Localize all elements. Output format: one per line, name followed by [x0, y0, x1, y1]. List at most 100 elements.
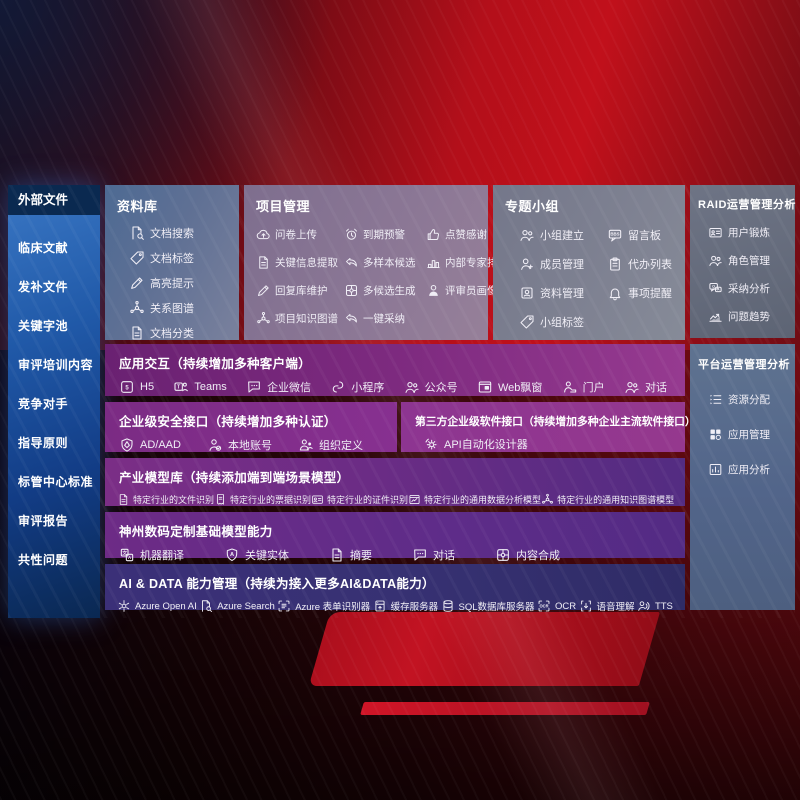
client-item[interactable]: 企业微信: [246, 379, 311, 395]
id-card-icon: [708, 225, 723, 240]
feature-item[interactable]: 回复库维护: [256, 283, 344, 298]
feature-item[interactable]: 小组标签: [519, 314, 607, 330]
panel-title: 平台运营管理分析: [698, 359, 790, 371]
sidebar-item[interactable]: 审评培训内容: [18, 356, 96, 373]
model-item[interactable]: 特定行业的证件识别: [311, 493, 408, 506]
auth-item[interactable]: 本地账号: [207, 437, 272, 453]
ad-shield-icon: [119, 437, 135, 453]
integration-item[interactable]: API自动化设计器: [423, 436, 528, 452]
todo-clipboard-icon: [607, 256, 623, 272]
service-item[interactable]: Azure Open AI: [117, 599, 197, 613]
feature-label: 评审员画像: [445, 285, 498, 297]
reply-arrow-icon: [344, 255, 359, 270]
feature-item[interactable]: 问题趋势: [708, 309, 795, 324]
feature-item[interactable]: 资源分配: [708, 392, 795, 407]
service-item[interactable]: OCR: [537, 599, 576, 613]
client-label: 公众号: [424, 382, 458, 394]
feature-item[interactable]: 高亮提示: [129, 275, 239, 291]
sidebar-item[interactable]: 关键字池: [18, 317, 96, 334]
feature-item[interactable]: 采纳分析: [708, 281, 795, 296]
bbs-board-icon: [607, 227, 623, 243]
feature-item[interactable]: 问卷上传: [256, 227, 344, 242]
client-item[interactable]: Web飘窗: [477, 379, 542, 395]
row-security-interface: 企业级安全接口（持续增加多种认证） AD/AAD 本地账号 组织定义: [105, 402, 397, 452]
client-item[interactable]: Teams: [173, 379, 227, 395]
feature-item[interactable]: 应用分析: [708, 462, 795, 477]
photo-album-icon: [519, 285, 535, 301]
model-item[interactable]: 特定行业的票据识别: [214, 493, 311, 506]
model-item[interactable]: 特定行业的通用数据分析模型: [408, 493, 541, 506]
feature-item[interactable]: 角色管理: [708, 253, 795, 268]
service-item[interactable]: 语音理解: [579, 599, 635, 613]
capability-item[interactable]: 摘要: [329, 547, 372, 563]
feature-item[interactable]: 点赞感谢: [426, 227, 508, 242]
feature-item[interactable]: 文档标签: [129, 250, 239, 266]
summary-doc-icon: [329, 547, 345, 563]
feature-item[interactable]: 内部专家排名: [426, 255, 508, 270]
edit-pen-icon: [256, 283, 271, 298]
service-item[interactable]: Azure 表单识别器: [277, 599, 370, 613]
feature-item[interactable]: 成员管理: [519, 256, 607, 272]
feature-label: 高亮提示: [150, 278, 194, 290]
model-item[interactable]: 特定行业的文件识别: [117, 493, 214, 506]
feature-label: 关键信息提取: [275, 257, 338, 269]
feature-item[interactable]: 资料管理: [519, 285, 607, 301]
sidebar-item[interactable]: 竞争对手: [18, 395, 96, 412]
service-item[interactable]: 缓存服务器: [373, 599, 438, 613]
service-item[interactable]: TTS: [637, 599, 673, 613]
feature-item[interactable]: 代办列表: [607, 256, 685, 272]
sidebar-item[interactable]: 发补文件: [18, 278, 96, 295]
capability-item[interactable]: 机器翻译: [119, 547, 184, 563]
panel-title: RAID运营管理分析: [698, 199, 796, 211]
feature-item[interactable]: 关键信息提取: [256, 255, 344, 270]
person-portrait-icon: [426, 283, 441, 298]
capability-item[interactable]: 内容合成: [495, 547, 560, 563]
knowledge-graph-icon: [129, 300, 145, 316]
row-title: 第三方企业级软件接口（持续增加多种企业主流软件接口）: [415, 416, 696, 428]
bell-reminder-icon: [607, 285, 623, 301]
row-industry-models: 产业模型库（持续添加端到端场景模型） 特定行业的文件识别 特定行业的票据识别 特…: [105, 458, 685, 506]
client-item[interactable]: 门户: [562, 379, 605, 395]
feature-item[interactable]: 事项提醒: [607, 285, 685, 301]
model-item[interactable]: 特定行业的通用知识图谱模型: [541, 493, 674, 506]
feature-label: 用户锻炼: [728, 227, 770, 239]
service-label: OCR: [554, 600, 577, 612]
feature-item[interactable]: 小组建立: [519, 227, 607, 243]
auth-item[interactable]: AD/AAD: [119, 437, 181, 453]
panel-items: 问卷上传 到期预警 点赞感谢 关键信息提取 多样本候选 内部专家排名 回复库维护: [244, 215, 508, 326]
capability-item[interactable]: 对话: [412, 547, 455, 563]
org-define-icon: [298, 437, 314, 453]
sidebar-item[interactable]: 临床文献: [18, 239, 96, 256]
capability-label: 机器翻译: [140, 550, 184, 562]
client-item[interactable]: 小程序: [330, 379, 384, 395]
feature-item[interactable]: 用户锻炼: [708, 225, 795, 240]
feature-label: 多候选生成: [363, 285, 416, 297]
client-item[interactable]: 公众号: [404, 379, 458, 395]
service-item[interactable]: SQL数据库服务器: [441, 599, 535, 613]
sidebar-item[interactable]: 标管中心标准: [18, 473, 96, 490]
feature-item[interactable]: 评审员画像: [426, 283, 508, 298]
capability-item[interactable]: 关键实体: [224, 547, 289, 563]
client-item[interactable]: 对话: [624, 379, 667, 395]
miniprogram-link-icon: [330, 379, 346, 395]
feature-item[interactable]: 项目知识图谱: [256, 311, 344, 326]
feature-item[interactable]: 关系图谱: [129, 300, 239, 316]
row-title: 企业级安全接口（持续增加多种认证）: [119, 415, 337, 429]
sidebar-item[interactable]: 审评报告: [18, 512, 96, 529]
feature-item[interactable]: 文档分类: [129, 325, 239, 341]
client-item[interactable]: H5: [119, 379, 154, 395]
auth-item[interactable]: 组织定义: [298, 437, 363, 453]
feature-item[interactable]: 多样本候选: [344, 255, 426, 270]
panel-platform-analysis: 平台运营管理分析 资源分配 应用管理 应用分析: [690, 344, 795, 610]
service-item[interactable]: Azure Search: [199, 599, 275, 613]
feature-item[interactable]: 到期预警: [344, 227, 426, 242]
sidebar-item[interactable]: 共性问题: [18, 551, 96, 568]
feature-item[interactable]: 文档搜索: [129, 225, 239, 241]
feature-item[interactable]: 应用管理: [708, 427, 795, 442]
feature-item[interactable]: 一键采纳: [344, 311, 426, 326]
feature-item[interactable]: 多候选生成: [344, 283, 426, 298]
sql-database-icon: [441, 599, 455, 613]
feature-label: 回复库维护: [275, 285, 328, 297]
feature-item[interactable]: 留言板: [607, 227, 685, 243]
sidebar-item[interactable]: 指导原则: [18, 434, 96, 451]
